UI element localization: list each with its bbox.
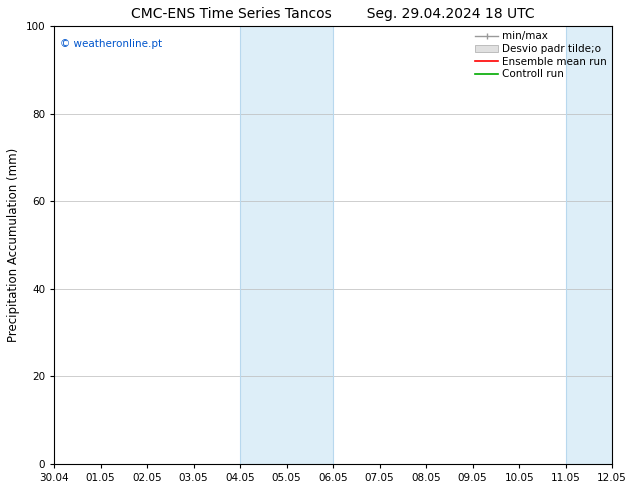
Legend: min/max, Desvio padr tilde;o, Ensemble mean run, Controll run: min/max, Desvio padr tilde;o, Ensemble m… [472, 28, 610, 82]
Bar [240, 26, 333, 464]
Text: © weatheronline.pt: © weatheronline.pt [60, 39, 162, 49]
Y-axis label: Precipitation Accumulation (mm): Precipitation Accumulation (mm) [7, 148, 20, 343]
Title: CMC-ENS Time Series Tancos        Seg. 29.04.2024 18 UTC: CMC-ENS Time Series Tancos Seg. 29.04.20… [131, 7, 535, 21]
Bar [566, 26, 634, 464]
